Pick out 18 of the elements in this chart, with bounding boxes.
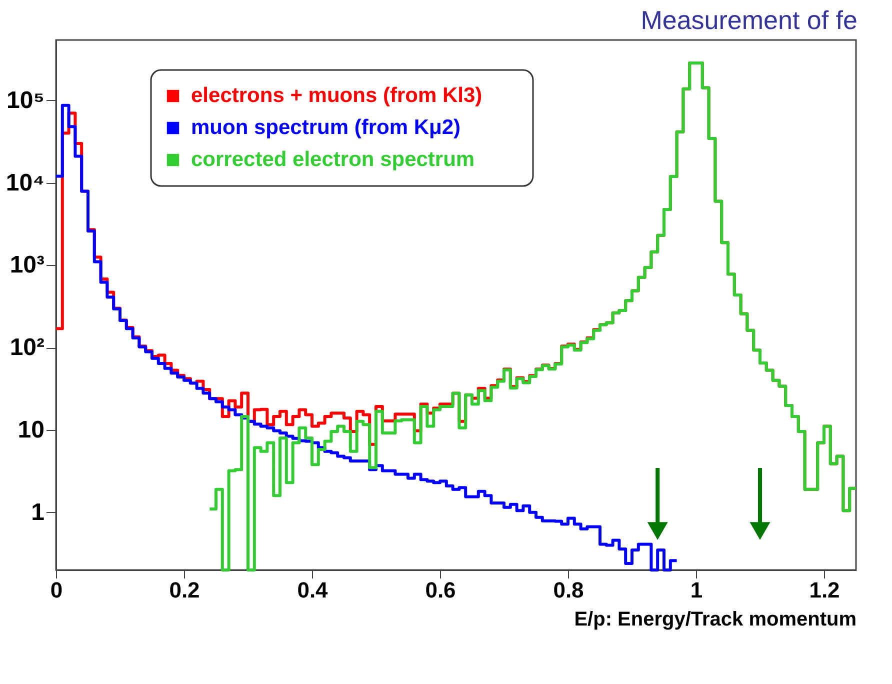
y-tick-label: 10⁵ [6, 86, 44, 114]
x-tick-label: 0.4 [297, 578, 329, 602]
x-tick-label: 0.2 [169, 578, 200, 602]
y-tick-label: 10³ [10, 252, 45, 279]
legend-label: corrected electron spectrum [191, 148, 475, 171]
y-tick-label: 10² [10, 334, 45, 362]
x-tick-label: 0 [50, 578, 63, 602]
x-tick-label: 0.8 [553, 578, 584, 602]
x-tick-label: 1.2 [809, 578, 840, 602]
x-axis-title: E/p: Energy/Track momentum [574, 608, 856, 630]
legend-label: electrons + muons (from Kl3) [191, 84, 482, 107]
x-tick-label: 0.6 [425, 578, 456, 602]
y-tick-label: 1 [31, 498, 44, 526]
x-tick-label: 1 [690, 578, 703, 602]
chart-title: Measurement of fe [640, 5, 858, 35]
y-tick-label: 10⁴ [6, 169, 44, 196]
y-tick-label: 10 [18, 416, 44, 444]
legend-label: muon spectrum (from Kμ2) [191, 116, 461, 139]
